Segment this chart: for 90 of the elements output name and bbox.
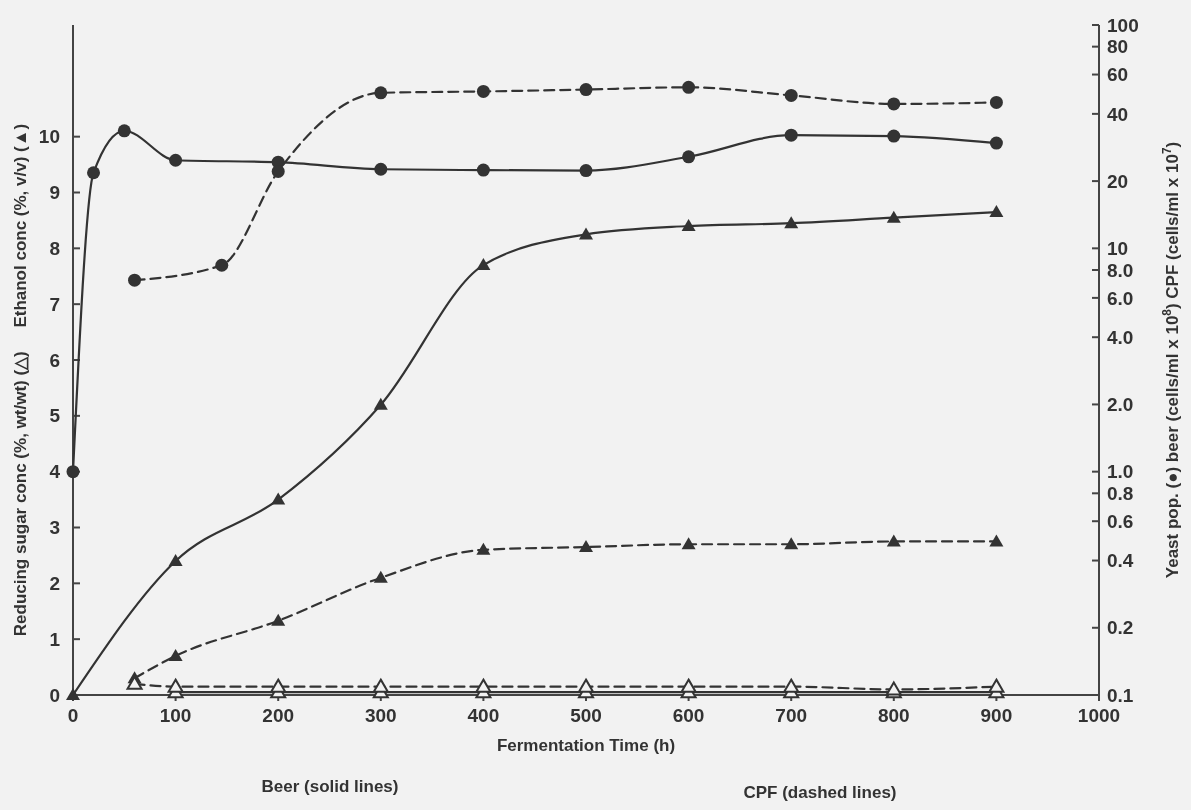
x-tick-label: 200 — [262, 705, 295, 726]
y2-tick-label: 0.6 — [1107, 510, 1134, 532]
y-tick-label: 6 — [49, 349, 60, 371]
point — [215, 258, 229, 272]
y-axis-title: Reducing sugar conc (%, wt/wt) (△) Ethanol conc (%, v/v) (▲) — [11, 123, 30, 637]
text: Beer (solid lines) — [261, 777, 399, 796]
y2-tick-label: 40 — [1107, 103, 1129, 125]
point — [271, 613, 286, 626]
point — [169, 153, 183, 167]
point — [680, 678, 697, 693]
y2-tick-label: 0.1 — [1107, 684, 1134, 706]
point — [578, 678, 594, 693]
point — [988, 678, 1005, 693]
point — [475, 678, 492, 693]
y2-tick-label: 20 — [1107, 170, 1129, 192]
point — [372, 678, 389, 693]
point — [989, 534, 1004, 547]
x-tick-label: 600 — [672, 705, 705, 726]
point — [579, 540, 593, 553]
y-tick-label: 0 — [49, 684, 60, 706]
point — [784, 537, 799, 550]
point — [682, 80, 696, 94]
x-tick-label: 500 — [570, 705, 602, 726]
y2-tick-label: 2.0 — [1107, 394, 1134, 416]
point — [886, 210, 901, 223]
point — [373, 397, 388, 410]
y2-tick-label: 0.8 — [1107, 482, 1134, 504]
x-tick-label: 800 — [877, 705, 910, 726]
x-tick-label: 0 — [67, 705, 79, 726]
point — [66, 465, 80, 479]
point — [270, 678, 287, 693]
point — [167, 678, 184, 693]
y2-tick-label: 60 — [1107, 64, 1129, 86]
y-tick-label: 10 — [38, 126, 60, 148]
x-tick-label: 700 — [775, 705, 808, 726]
point — [66, 688, 80, 700]
point — [989, 205, 1004, 218]
point — [373, 570, 388, 583]
point — [681, 537, 696, 550]
x-tick-label: 1000 — [1077, 705, 1121, 726]
y2-tick-label: 0.4 — [1107, 550, 1134, 572]
point — [476, 84, 490, 98]
point — [476, 163, 490, 177]
point — [168, 648, 183, 661]
y2-tick-label: 8.0 — [1107, 259, 1134, 281]
point — [682, 150, 696, 164]
point — [887, 129, 901, 143]
point — [681, 219, 696, 231]
x-tick-label: 300 — [364, 705, 397, 726]
point — [476, 542, 491, 555]
point — [168, 554, 183, 566]
y2-tick-label: 100 — [1107, 14, 1139, 36]
point — [271, 492, 286, 505]
point — [579, 164, 593, 178]
point — [579, 83, 593, 97]
y-tick-label: 2 — [49, 572, 60, 594]
y2-tick-label: 6.0 — [1107, 287, 1134, 309]
point — [784, 88, 798, 102]
y2-tick-label: 1.0 — [1107, 461, 1134, 483]
point — [476, 258, 491, 271]
point — [989, 136, 1003, 150]
point — [783, 678, 800, 693]
y-tick-label: 8 — [49, 237, 60, 259]
y-tick-label: 9 — [49, 182, 60, 204]
point — [886, 534, 901, 547]
y-tick-label: 7 — [49, 293, 60, 315]
y-tick-label: 5 — [49, 405, 61, 427]
point — [128, 273, 142, 287]
point — [87, 166, 101, 180]
y-tick-label: 1 — [49, 628, 61, 650]
y-tick-label: 3 — [49, 517, 60, 539]
point — [784, 216, 799, 229]
y2-tick-label: 80 — [1107, 36, 1129, 58]
x-tick-label: 400 — [467, 705, 500, 726]
x-axis-title: Fermentation Time (h) — [496, 736, 676, 755]
x-tick-label: 100 — [159, 705, 192, 726]
point — [989, 95, 1003, 109]
point — [374, 162, 388, 176]
x-tick-label: 900 — [980, 705, 1013, 726]
y-tick-label: 4 — [49, 461, 61, 483]
point — [784, 128, 798, 142]
point — [374, 86, 388, 100]
point — [271, 164, 285, 178]
y2-tick-label: 0.2 — [1107, 617, 1134, 639]
y2-tick-label: 4.0 — [1107, 326, 1134, 348]
point — [887, 97, 901, 111]
y2-tick-label: 10 — [1107, 237, 1129, 259]
text: CPF (dashed lines) — [743, 783, 897, 802]
point — [579, 227, 593, 240]
point — [117, 124, 131, 138]
